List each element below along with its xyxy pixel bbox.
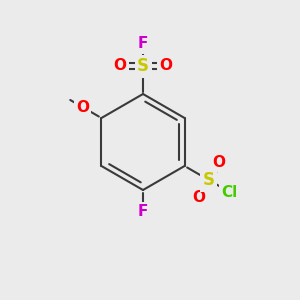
Text: F: F [138,37,148,52]
Text: O: O [160,58,172,74]
Text: F: F [138,205,148,220]
Text: S: S [203,171,215,189]
Text: S: S [137,57,149,75]
Text: O: O [76,100,89,115]
Text: O: O [212,155,225,170]
Text: O: O [113,58,127,74]
Text: Cl: Cl [221,184,238,200]
Text: O: O [192,190,205,205]
